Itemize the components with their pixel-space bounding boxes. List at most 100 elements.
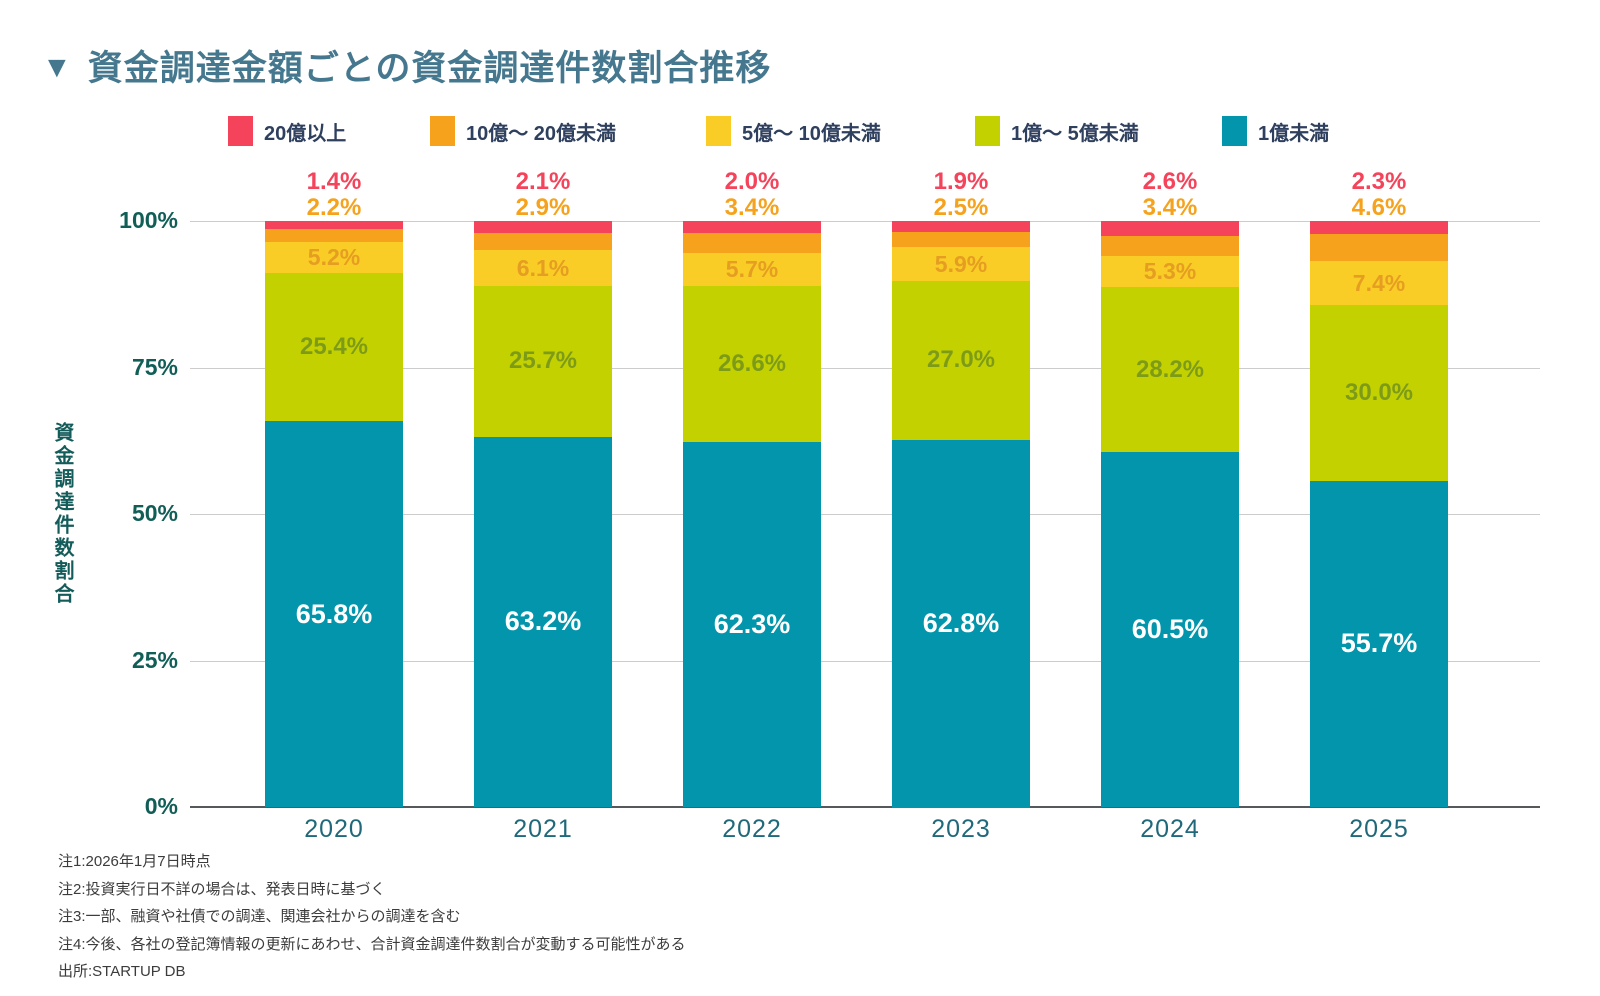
segment xyxy=(265,221,403,230)
value-label: 3.4% xyxy=(724,194,780,221)
gridline xyxy=(190,367,1540,369)
y-axis-title: 資金調達件数割合 xyxy=(51,422,73,606)
segment: 62.3% xyxy=(683,441,821,807)
value-label: 26.6% xyxy=(717,349,787,377)
segment: 63.2% xyxy=(474,436,612,807)
value-label: 5.9% xyxy=(934,250,988,277)
segment: 62.8% xyxy=(892,439,1030,808)
segment: 28.2% xyxy=(1101,287,1239,453)
segment xyxy=(892,232,1030,247)
x-axis-tick-label: 2025 xyxy=(1349,815,1409,843)
segment xyxy=(474,233,612,251)
value-label: 63.2% xyxy=(504,606,582,637)
x-axis-line xyxy=(190,806,1540,808)
value-label: 6.1% xyxy=(516,254,570,281)
segment: 5.3% xyxy=(1101,256,1239,288)
above-bar-labels: 2.0% 3.4% xyxy=(683,169,821,221)
segment xyxy=(1310,234,1448,262)
above-bar-labels: 1.4% 2.2% xyxy=(265,169,403,221)
segment: 65.8% xyxy=(265,421,403,807)
segment: 25.4% xyxy=(265,272,403,422)
gridline xyxy=(190,221,1540,222)
segment xyxy=(1101,221,1239,237)
value-label: 55.7% xyxy=(1340,628,1418,659)
value-label: 27.0% xyxy=(926,346,996,374)
value-label: 2.9% xyxy=(515,194,571,221)
value-label: 1.9% xyxy=(933,168,989,195)
legend-item: 1億未満 xyxy=(1222,116,1329,146)
segment xyxy=(892,221,1030,233)
legend-item: 5億〜 10億未満 xyxy=(706,116,881,146)
segment: 5.9% xyxy=(892,246,1030,282)
source-line: 出所:STARTUP DB xyxy=(58,963,186,980)
triangle-marker-icon: ▼ xyxy=(42,50,72,84)
legend-swatch-icon xyxy=(228,116,253,146)
segment: 6.1% xyxy=(474,250,612,287)
value-label: 60.5% xyxy=(1131,614,1209,645)
segment: 25.7% xyxy=(474,286,612,437)
bar-2021: 2.1% 2.9% 6.1% 25.7% 63.2% xyxy=(474,169,612,807)
segment: 5.2% xyxy=(265,242,403,273)
bar-2024: 2.6% 3.4% 5.3% 28.2% 60.5% xyxy=(1101,169,1239,807)
above-bar-labels: 2.3% 4.6% xyxy=(1310,169,1448,221)
legend-item: 20億以上 xyxy=(228,116,346,146)
legend-label: 1億未満 xyxy=(1258,122,1330,145)
value-label: 28.2% xyxy=(1135,355,1205,383)
segment xyxy=(683,232,821,253)
x-axis-tick-label: 2022 xyxy=(722,815,782,843)
value-label: 2.1% xyxy=(515,168,571,195)
bar-2023: 1.9% 2.5% 5.9% 27.0% 62.8% xyxy=(892,169,1030,808)
note-line: 注3:一部、融資や社債での調達、関連会社からの調達を含む xyxy=(58,908,461,925)
legend-label: 10億〜 20億未満 xyxy=(466,122,617,145)
x-axis-tick-label: 2024 xyxy=(1140,815,1200,843)
segment xyxy=(474,221,612,234)
segment: 30.0% xyxy=(1310,304,1448,481)
y-axis-tick-label: 0% xyxy=(144,793,178,819)
value-label: 62.3% xyxy=(713,608,791,639)
value-label: 2.2% xyxy=(306,194,362,221)
legend-swatch-icon xyxy=(430,116,455,146)
segment: 55.7% xyxy=(1310,480,1448,807)
gridline xyxy=(190,514,1540,515)
y-axis-tick-label: 75% xyxy=(131,353,178,380)
page-title: 資金調達金額ごとの資金調達件数割合推移 xyxy=(87,49,772,88)
segment xyxy=(265,229,403,243)
above-bar-labels: 2.1% 2.9% xyxy=(474,169,612,221)
notes: 注1:2026年1月7日時点注2:投資実行日不詳の場合は、発表日時に基づく注3:… xyxy=(58,848,686,986)
gridline xyxy=(190,660,1540,662)
segment: 7.4% xyxy=(1310,261,1448,305)
bar-2025: 2.3% 4.6% 7.4% 30.0% 55.7% xyxy=(1310,169,1448,807)
value-label: 30.0% xyxy=(1344,378,1414,406)
value-label: 5.2% xyxy=(307,243,361,270)
legend-item: 10億〜 20億未満 xyxy=(430,116,616,146)
segment xyxy=(683,221,821,233)
note-line: 注4:今後、各社の登記簿情報の更新にあわせ、合計資金調達件数割合が変動する可能性… xyxy=(58,935,686,953)
value-label: 2.5% xyxy=(933,194,989,221)
x-axis-tick-label: 2023 xyxy=(931,815,991,843)
legend-item: 1億〜 5億未満 xyxy=(975,116,1139,146)
y-axis-tick-label: 25% xyxy=(131,646,178,673)
value-label: 7.4% xyxy=(1352,269,1406,296)
segment: 5.7% xyxy=(683,252,821,287)
above-bar-labels: 2.6% 3.4% xyxy=(1101,169,1239,221)
note-line: 注1:2026年1月7日時点 xyxy=(58,853,211,870)
above-bar-labels: 1.9% 2.5% xyxy=(892,169,1030,221)
legend-label: 20億以上 xyxy=(264,122,347,145)
legend-swatch-icon xyxy=(975,116,1000,146)
value-label: 25.4% xyxy=(299,332,369,360)
note-line: 注2:投資実行日不詳の場合は、発表日時に基づく xyxy=(58,880,386,898)
value-label: 4.6% xyxy=(1351,194,1407,221)
segment xyxy=(1101,236,1239,257)
value-label: 2.3% xyxy=(1351,168,1407,195)
value-label: 3.4% xyxy=(1142,194,1198,221)
segment: 26.6% xyxy=(683,286,821,442)
legend-swatch-icon xyxy=(1222,116,1247,146)
segment: 60.5% xyxy=(1101,452,1239,807)
bar-2022: 2.0% 3.4% 5.7% 26.6% 62.3% xyxy=(683,169,821,807)
x-axis-tick-label: 2020 xyxy=(304,815,364,843)
segment: 27.0% xyxy=(892,281,1030,440)
value-label: 5.3% xyxy=(1143,258,1197,285)
value-label: 5.7% xyxy=(725,255,779,282)
y-axis-tick-label: 50% xyxy=(131,500,178,526)
